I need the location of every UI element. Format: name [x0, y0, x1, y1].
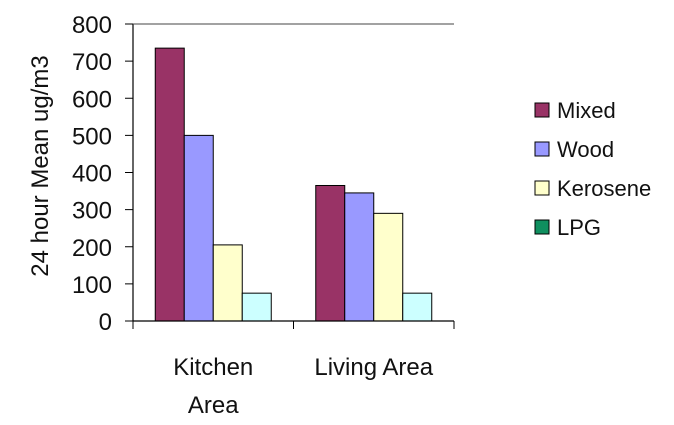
bar-lpg-1 — [402, 292, 433, 322]
bar-kerosene-1 — [373, 212, 404, 322]
y-tick-label: 500 — [72, 123, 112, 150]
category-labels: Kitchen Area Living Area — [173, 354, 434, 419]
y-tick-label: 400 — [72, 161, 112, 188]
legend-label-kerosene: Kerosene — [557, 176, 651, 201]
bars — [154, 47, 433, 322]
legend-swatch-mixed — [534, 102, 550, 118]
y-tick-label: 800 — [72, 12, 112, 39]
bar-mixed-0 — [154, 47, 185, 322]
legend: Mixed Wood Kerosene LPG — [534, 98, 651, 240]
y-axis-label: 24 hour Mean ug/m3 — [27, 55, 54, 276]
bar-wood-1 — [344, 192, 375, 322]
x-category-label: Kitchen Area — [173, 354, 253, 419]
bar-wood-0 — [183, 134, 214, 322]
y-tick-label: 700 — [72, 49, 112, 76]
y-tick-label: 100 — [72, 272, 112, 299]
legend-swatch-kerosene — [534, 180, 550, 196]
axes — [132, 23, 455, 329]
y-tick-label: 300 — [72, 198, 112, 225]
legend-label-wood: Wood — [557, 137, 614, 162]
y-tick-label: 600 — [72, 86, 112, 113]
legend-swatch-lpg — [534, 219, 550, 235]
y-tick-label: 0 — [99, 309, 112, 336]
bar-kerosene-0 — [212, 244, 243, 322]
legend-label-mixed: Mixed — [557, 98, 616, 123]
legend-swatch-wood — [534, 141, 550, 157]
y-axis-ticks: 0 100 200 300 400 500 600 700 800 — [72, 12, 133, 336]
y-tick-label: 200 — [72, 235, 112, 262]
legend-label-lpg: LPG — [557, 215, 601, 240]
bar-mixed-1 — [315, 184, 346, 322]
x-category-label: Living Area — [314, 354, 433, 381]
bar-lpg-0 — [241, 292, 272, 322]
